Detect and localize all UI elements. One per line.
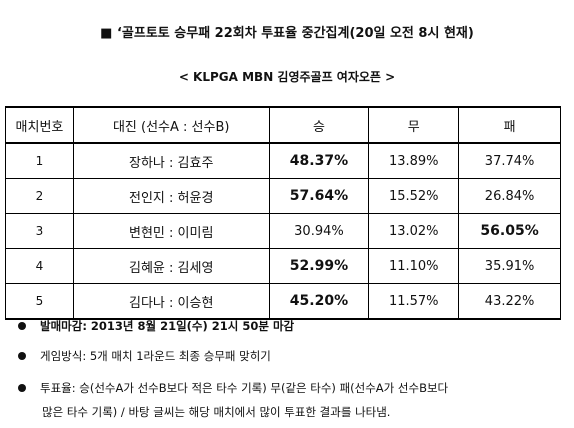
note-game-method: 게임방식: 5개 매치 1라운드 최종 승무패 맞히기 <box>18 346 271 366</box>
loss-rate-cell: 26.84% <box>458 178 561 214</box>
col-header-match-number: 매치번호 <box>5 106 74 144</box>
page-title: ■ ‘골프토토 승무패 22회차 투표율 중간집계(20일 오전 8시 현재) <box>100 26 474 41</box>
draw-rate-cell: 13.02% <box>368 213 460 249</box>
matchup-cell: 김다나 : 이승현 <box>72 283 270 320</box>
col-header-loss: 패 <box>458 106 561 144</box>
note-vote-rate: 투표율: 승(선수A가 선수B보다 적은 타수 기록) 무(같은 타수) 패(선… <box>18 378 448 398</box>
match-number-cell: 5 <box>5 283 74 320</box>
note-vote-rate-text-line1: 투표율: 승(선수A가 선수B보다 적은 타수 기록) 무(같은 타수) 패(선… <box>40 381 449 395</box>
loss-rate-cell: 37.74% <box>458 142 561 179</box>
table-row: 4 김혜윤 : 김세영 52.99% 11.10% 35.91% <box>5 248 561 284</box>
col-header-win: 승 <box>268 106 370 144</box>
table-row: 2 전인지 : 허윤경 57.64% 15.52% 26.84% <box>5 178 561 214</box>
table-row: 5 김다나 : 이승현 45.20% 11.57% 43.22% <box>5 283 561 320</box>
bullet-icon <box>18 383 26 392</box>
draw-rate-cell: 15.52% <box>368 178 460 214</box>
bullet-icon <box>18 321 26 330</box>
draw-rate-cell: 13.89% <box>368 142 460 179</box>
page-subtitle: < KLPGA MBN 김영주골프 여자오픈 > <box>178 70 396 84</box>
win-rate-cell: 57.64% <box>268 178 370 214</box>
match-number-cell: 4 <box>5 248 74 284</box>
col-header-draw: 무 <box>368 106 460 144</box>
bullet-icon <box>18 351 26 360</box>
matchup-cell: 전인지 : 허윤경 <box>72 178 270 214</box>
win-rate-cell: 48.37% <box>268 142 370 179</box>
vote-rate-table: 매치번호 대진 (선수A : 선수B) 승 무 패 1 장하나 : 김효주 48… <box>5 106 561 320</box>
note-game-method-text: 게임방식: 5개 매치 1라운드 최종 승무패 맞히기 <box>40 349 271 363</box>
draw-rate-cell: 11.10% <box>368 248 460 284</box>
win-rate-cell: 30.94% <box>268 213 370 249</box>
col-header-matchup: 대진 (선수A : 선수B) <box>72 106 270 144</box>
loss-rate-cell: 43.22% <box>458 283 561 320</box>
matchup-cell: 김혜윤 : 김세영 <box>72 248 270 284</box>
win-rate-cell: 52.99% <box>268 248 370 284</box>
match-number-cell: 3 <box>5 213 74 249</box>
matchup-cell: 장하나 : 김효주 <box>72 142 270 179</box>
match-number-cell: 1 <box>5 142 74 179</box>
note-deadline-text: 발매마감: 2013년 8월 21일(수) 21시 50분 마감 <box>40 319 295 333</box>
note-vote-rate-text-line2: 많은 타수 기록) / 바탕 글씨는 해당 매치에서 많이 투표한 결과를 나타… <box>42 405 391 419</box>
table-row: 1 장하나 : 김효주 48.37% 13.89% 37.74% <box>5 142 561 179</box>
loss-rate-cell: 35.91% <box>458 248 561 284</box>
table-header-row: 매치번호 대진 (선수A : 선수B) 승 무 패 <box>5 106 561 144</box>
table-row: 3 변현민 : 이미림 30.94% 13.02% 56.05% <box>5 213 561 249</box>
draw-rate-cell: 11.57% <box>368 283 460 320</box>
win-rate-cell: 45.20% <box>268 283 370 320</box>
match-number-cell: 2 <box>5 178 74 214</box>
loss-rate-cell: 56.05% <box>458 213 561 249</box>
note-deadline: 발매마감: 2013년 8월 21일(수) 21시 50분 마감 <box>18 316 294 336</box>
matchup-cell: 변현민 : 이미림 <box>72 213 270 249</box>
